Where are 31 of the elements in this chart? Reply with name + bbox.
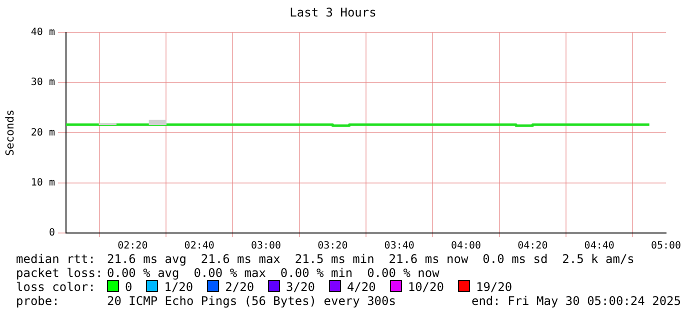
- y-tick-label: 0: [48, 228, 55, 239]
- x-tick-label: 04:00: [450, 240, 482, 252]
- text: end: Fri May 30 05:00:24 2025: [471, 294, 681, 308]
- text: 0.00 % avg 0.00 % max 0.00 % min 0.00 % now: [107, 266, 440, 280]
- x-tick-label: 05:00: [650, 240, 682, 252]
- x-tick-label: 03:00: [250, 240, 282, 252]
- chart-title: Last 3 Hours: [290, 5, 376, 20]
- text: 3/20: [286, 280, 315, 294]
- text: 10/20: [408, 280, 444, 294]
- x-tick-label: 04:40: [584, 240, 614, 252]
- text: 0: [125, 280, 132, 294]
- text: 21.6 ms avg 21.6 ms max 21.5 ms min 21.6 ms now 0.0 ms sd 2.5 k am/s: [107, 252, 634, 266]
- x-tick-label: 02:40: [184, 240, 214, 252]
- text: 4/20: [346, 280, 376, 294]
- y-tick-label: 30 m: [30, 77, 55, 88]
- text: packet loss:: [16, 266, 104, 280]
- text: 1/20: [164, 280, 194, 294]
- x-tick-label: 04:20: [518, 240, 548, 252]
- text: 20 ICMP Echo Pings (56 Bytes) every 300s: [107, 294, 396, 308]
- text: probe:: [16, 294, 60, 308]
- y-axis-title: Seconds: [3, 110, 16, 156]
- x-tick-label: 02:20: [118, 240, 148, 252]
- y-tick-label: 10 m: [30, 177, 55, 188]
- x-tick-label: 03:20: [318, 240, 348, 252]
- text: 19/20: [476, 280, 512, 294]
- y-tick-label: 20 m: [30, 127, 55, 138]
- y-tick-label: 40 m: [30, 26, 55, 38]
- text: 2/20: [225, 280, 254, 294]
- text: median rtt:: [16, 252, 96, 266]
- text: loss color:: [16, 280, 96, 294]
- x-tick-label: 03:40: [384, 240, 414, 252]
